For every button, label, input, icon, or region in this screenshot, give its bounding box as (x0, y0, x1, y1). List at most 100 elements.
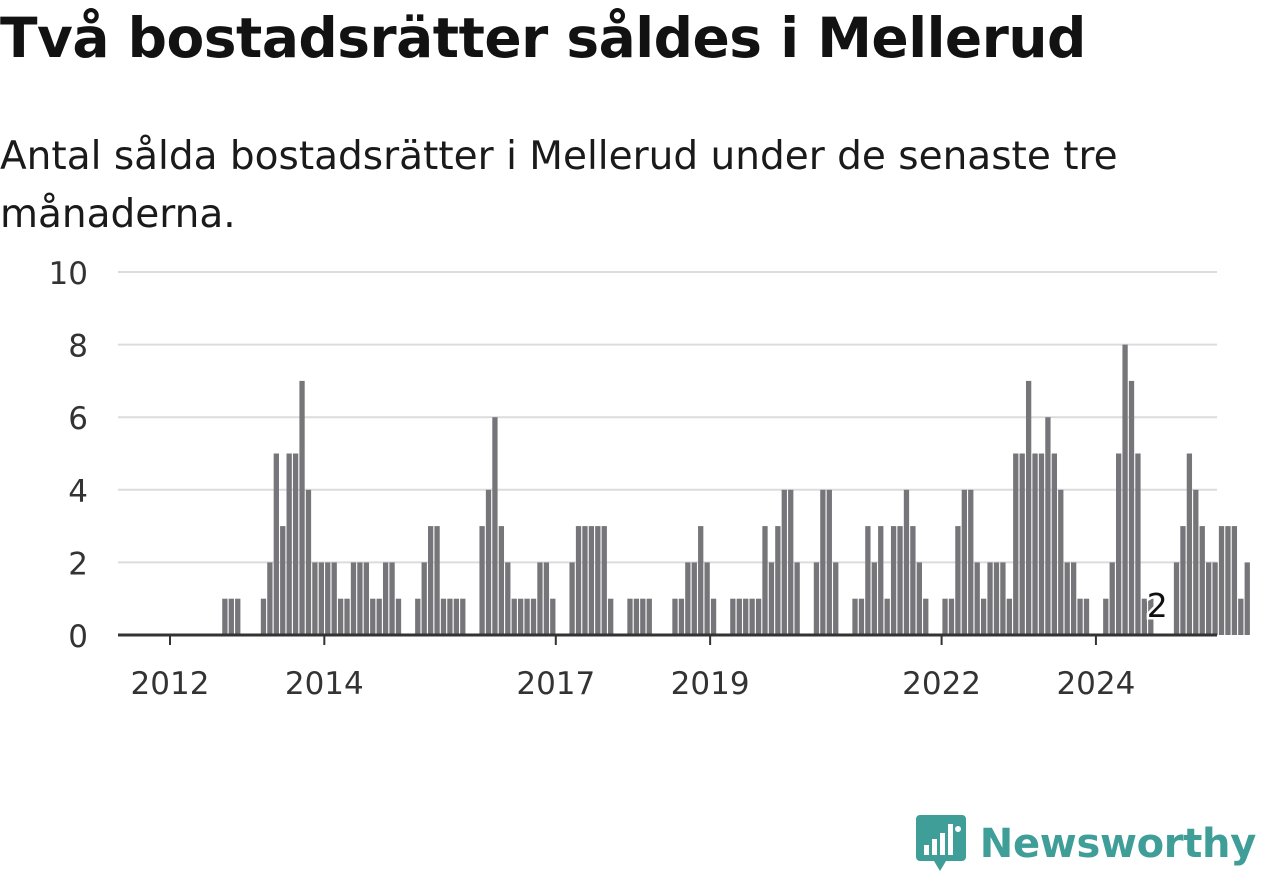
data-label: 2 (1147, 586, 1168, 625)
bar (292, 453, 299, 635)
bar (608, 598, 614, 635)
bar (980, 598, 987, 635)
bar (1225, 526, 1231, 635)
bar (325, 562, 331, 635)
bar (331, 562, 337, 635)
bar (1025, 380, 1032, 635)
bar (537, 562, 543, 635)
bar (1051, 453, 1057, 635)
bar (1218, 526, 1225, 635)
bar (794, 562, 800, 635)
bar (955, 526, 961, 635)
bar (363, 562, 369, 635)
bar (1122, 344, 1128, 635)
bar (1186, 453, 1193, 635)
y-tick-label: 10 (49, 256, 88, 292)
bar (357, 562, 363, 635)
bar (376, 598, 382, 635)
y-tick-label: 2 (68, 546, 88, 582)
bar (633, 598, 640, 635)
bar (498, 526, 505, 635)
bar (781, 489, 787, 635)
bar (1077, 598, 1083, 635)
bar (415, 598, 421, 635)
bar (1206, 562, 1212, 635)
bar (595, 526, 601, 635)
bar (453, 598, 460, 635)
bar (1212, 562, 1218, 635)
bar (1070, 562, 1077, 635)
bar (382, 562, 389, 635)
newsworthy-brand: Newsworthy (915, 815, 1257, 873)
bar (299, 380, 305, 635)
bar (427, 526, 434, 635)
y-tick-label: 4 (68, 474, 88, 510)
bar (1032, 453, 1038, 635)
bar (736, 598, 742, 635)
bar (1128, 380, 1135, 635)
bar (858, 598, 865, 635)
bar (1116, 453, 1122, 635)
bar (575, 526, 582, 635)
bar (1019, 453, 1025, 635)
bar (273, 453, 279, 635)
bar (460, 598, 466, 635)
bar (1173, 562, 1180, 635)
bar (530, 598, 537, 635)
bar (1058, 489, 1064, 635)
bar (395, 598, 402, 635)
brand-name: Newsworthy (979, 821, 1257, 867)
bar-chart-speech-bubble-icon (915, 815, 966, 871)
bar (826, 489, 832, 635)
bar (897, 526, 903, 635)
bar (447, 598, 453, 635)
bar (871, 562, 877, 635)
x-tick-label: 2024 (1056, 666, 1135, 702)
bar (903, 489, 910, 635)
bar (704, 562, 710, 635)
y-tick-label: 8 (68, 329, 88, 365)
bar (1083, 598, 1090, 635)
bar (543, 562, 550, 635)
bar-series (222, 344, 1250, 635)
bar (1141, 598, 1148, 635)
y-tick-label: 0 (68, 619, 88, 655)
bar (1045, 417, 1051, 635)
bar (961, 489, 967, 635)
axes: 0 2 4 6 8 10 2012 2014 2017 2019 2022 2024 (49, 256, 1217, 702)
x-tick-label: 2014 (285, 666, 364, 702)
bar (582, 526, 588, 635)
bar (884, 598, 890, 635)
bar (833, 562, 839, 635)
bar (318, 562, 324, 635)
bar (672, 598, 678, 635)
bar (755, 598, 762, 635)
bar (1064, 562, 1070, 635)
bar (479, 526, 485, 635)
bar (421, 562, 427, 635)
bar (485, 489, 492, 635)
bar (228, 598, 234, 635)
bar (678, 598, 685, 635)
bar (235, 598, 241, 635)
bar (987, 562, 993, 635)
bar (768, 562, 775, 635)
bar (878, 526, 884, 635)
chart-title: Två bostadsrätter såldes i Mellerud (0, 6, 1086, 70)
bar (640, 598, 646, 635)
bar (492, 417, 498, 635)
data-labels: 2 (1144, 584, 1170, 628)
bar (588, 526, 595, 635)
bar (646, 598, 652, 635)
bar (993, 562, 1000, 635)
bar (344, 598, 350, 635)
bar (1006, 598, 1012, 635)
bar (569, 562, 575, 635)
bar (440, 598, 447, 635)
bar (1148, 598, 1154, 635)
y-tick-label: 6 (68, 401, 88, 437)
bar (505, 562, 511, 635)
bar (312, 562, 318, 635)
bar (710, 598, 717, 635)
bar (743, 598, 749, 635)
